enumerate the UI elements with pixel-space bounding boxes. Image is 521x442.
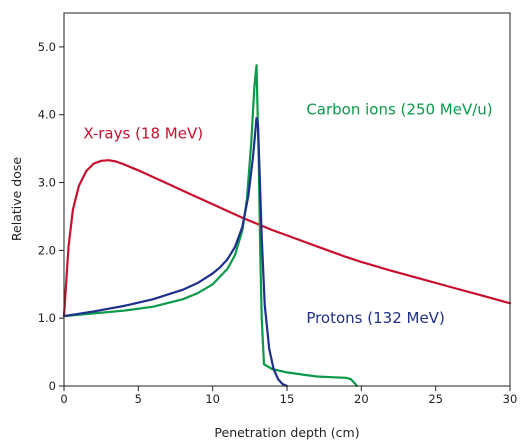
series-labels: X-rays (18 MeV) Carbon ions (250 MeV/u) Pr… bbox=[83, 101, 492, 327]
series-label-1: Carbon ions (250 MeV/u) bbox=[306, 101, 492, 119]
plot-area bbox=[62, 64, 512, 388]
x-tick-label: 15 bbox=[280, 392, 295, 406]
x-tick-label: 0 bbox=[60, 392, 67, 406]
series-line-2 bbox=[62, 117, 289, 388]
y-tick-label: 3.0 bbox=[38, 176, 56, 190]
y-tick-label: 5.0 bbox=[38, 40, 56, 54]
y-tick-label: 0 bbox=[49, 379, 56, 393]
series-line-1 bbox=[62, 64, 358, 388]
plot-frame bbox=[63, 12, 511, 387]
series-label-0: X-rays (18 MeV) bbox=[83, 124, 203, 142]
x-tick-label: 20 bbox=[354, 392, 369, 406]
x-axis-title: Penetration depth (cm) bbox=[214, 425, 359, 440]
x-tick-label: 30 bbox=[503, 392, 518, 406]
y-axis-title: Relative dose bbox=[9, 157, 24, 241]
y-tick-label: 4.0 bbox=[38, 108, 56, 122]
x-tick-label: 25 bbox=[428, 392, 443, 406]
x-tick-label: 5 bbox=[135, 392, 142, 406]
y-tick-label: 1.0 bbox=[38, 311, 56, 325]
series-label-2: Protons (132 MeV) bbox=[306, 309, 444, 327]
series-line-0 bbox=[62, 159, 512, 318]
y-tick-label: 2.0 bbox=[38, 243, 56, 257]
x-tick-label: 10 bbox=[205, 392, 220, 406]
axes: 0 5 10 15 20 25 30 0 1.0 2.0 3.0 4.0 5.0 bbox=[38, 40, 518, 406]
